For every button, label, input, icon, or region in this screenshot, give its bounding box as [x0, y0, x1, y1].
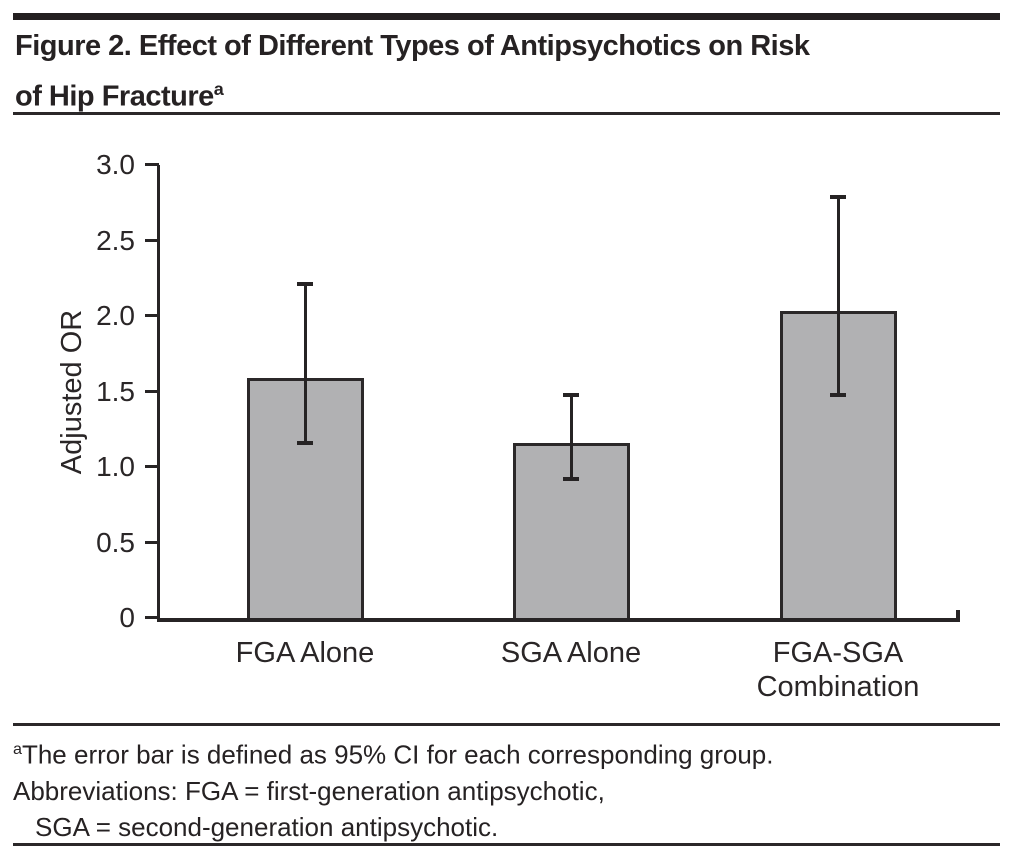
y-tick-1-0 [145, 465, 159, 468]
y-tick-label-1-5: 1.5 [96, 376, 135, 407]
error-bar-cap-bottom-fga-alone [297, 441, 313, 445]
x-tick-label-sga-alone: SGA Alone [500, 637, 642, 669]
error-bar-cap-top-sga-alone [563, 393, 579, 397]
x-tick-label-fga-sga-combination: FGA-SGA Combination [756, 637, 920, 703]
error-bar-stem-fga-alone [303, 284, 307, 443]
y-axis-label: Adjusted OR [56, 309, 88, 475]
bar-chart: 0 0.5 1.0 1.5 2.0 2.5 3.0 Adjusted OR FGA Alone S… [0, 140, 1013, 715]
error-bar-cap-top-fga-sga-combination [830, 195, 846, 199]
footnote-line1-text: The error bar is defined as 95% CI for e… [21, 739, 774, 770]
footnote-top-rule [13, 723, 1000, 726]
figure-title-superscript: a [213, 79, 224, 99]
y-tick-label-0: 0 [119, 602, 135, 633]
y-tick-label-1-0: 1.0 [96, 451, 135, 482]
footnote-line1: aThe error bar is defined as 95% CI for … [13, 731, 1000, 773]
error-bar-stem-fga-sga-combination [836, 197, 840, 395]
y-tick-1-5 [145, 390, 159, 393]
y-tick-label-2-5: 2.5 [96, 225, 135, 256]
footnote-line2: Abbreviations: FGA = first-generation an… [13, 775, 605, 806]
x-axis [157, 618, 960, 622]
y-tick-0 [145, 616, 159, 619]
footnote-line3: SGA = second-generation antipsychotic. [35, 811, 499, 842]
error-bar-cap-bottom-fga-sga-combination [830, 393, 846, 397]
x-axis-end-tick [956, 610, 960, 619]
y-tick-2-5 [145, 239, 159, 242]
y-tick-label-2-0: 2.0 [96, 300, 135, 331]
y-axis [157, 165, 160, 622]
y-tick-label-0-5: 0.5 [96, 527, 135, 558]
figure-footnote: aThe error bar is defined as 95% CI for … [13, 731, 1000, 845]
title-rule [13, 112, 1000, 115]
x-tick-label-fga-alone: FGA Alone [235, 637, 375, 669]
figure-title-line2: of Hip Fracture [15, 80, 214, 113]
error-bar-cap-bottom-sga-alone [563, 477, 579, 481]
y-tick-3-0 [145, 163, 159, 166]
y-tick-0-5 [145, 541, 159, 544]
y-tick-2-0 [145, 314, 159, 317]
figure-title-line1: Figure 2. Effect of Different Types of A… [15, 30, 810, 62]
y-tick-label-3-0: 3.0 [96, 149, 135, 180]
error-bar-stem-sga-alone [569, 395, 573, 479]
error-bar-cap-top-fga-alone [297, 282, 313, 286]
footnote-bottom-rule [13, 843, 1000, 846]
top-rule [13, 13, 1000, 20]
footnote-marker: a [13, 740, 22, 758]
figure-title: Figure 2. Effect of Different Types of A… [15, 25, 1010, 119]
